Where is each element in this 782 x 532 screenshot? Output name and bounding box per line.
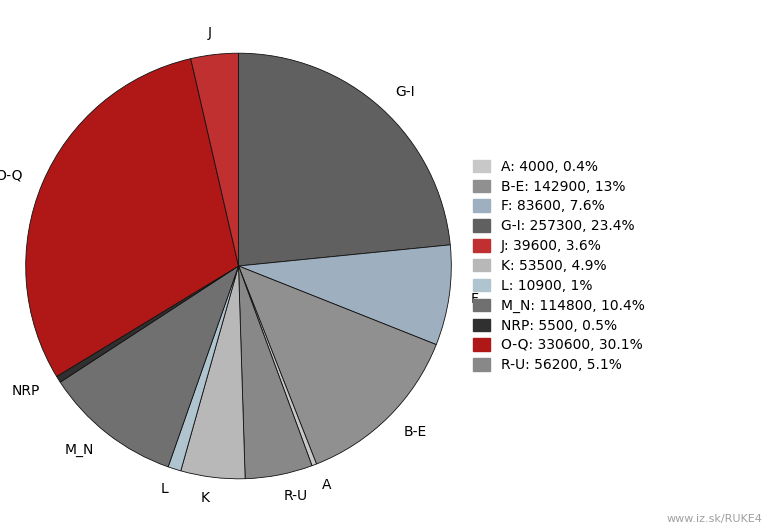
Wedge shape <box>239 266 312 479</box>
Wedge shape <box>239 266 317 466</box>
Wedge shape <box>239 245 451 345</box>
Wedge shape <box>239 53 450 266</box>
Text: NRP: NRP <box>12 384 41 397</box>
Wedge shape <box>26 59 239 377</box>
Text: R-U: R-U <box>283 489 307 503</box>
Wedge shape <box>168 266 239 471</box>
Text: F: F <box>470 292 479 305</box>
Text: www.iz.sk/RUKE4: www.iz.sk/RUKE4 <box>666 514 762 524</box>
Text: L: L <box>160 482 168 496</box>
Text: A: A <box>322 478 332 492</box>
Text: J: J <box>208 27 212 40</box>
Wedge shape <box>181 266 245 479</box>
Wedge shape <box>191 53 239 266</box>
Wedge shape <box>239 266 436 464</box>
Text: G-I: G-I <box>396 86 415 99</box>
Text: O-Q: O-Q <box>0 168 23 182</box>
Text: B-E: B-E <box>404 425 427 439</box>
Text: K: K <box>201 492 210 505</box>
Wedge shape <box>60 266 239 467</box>
Text: M_N: M_N <box>65 443 94 457</box>
Wedge shape <box>56 266 239 382</box>
Legend: A: 4000, 0.4%, B-E: 142900, 13%, F: 83600, 7.6%, G-I: 257300, 23.4%, J: 39600, 3: A: 4000, 0.4%, B-E: 142900, 13%, F: 8360… <box>469 155 649 377</box>
